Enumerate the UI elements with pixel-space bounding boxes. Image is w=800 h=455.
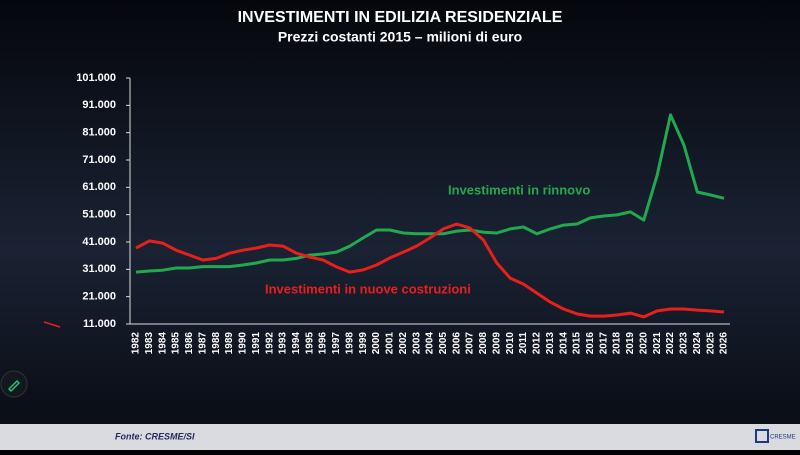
x-tick-label: 1995 — [304, 332, 315, 355]
x-tick-label: 2006 — [451, 332, 462, 355]
plot: 11.000 21.000 31.000 41.000 51.000 61.000 71.0… — [76, 72, 730, 354]
x-tick-label: 2004 — [425, 332, 436, 355]
x-tick-label: 1990 — [238, 332, 249, 355]
x-tick-label: 2003 — [411, 332, 422, 355]
x-tick-label: 2011 — [518, 332, 529, 354]
x-tick-label: 2008 — [478, 332, 489, 355]
x-tick-label: 2020 — [638, 332, 649, 355]
y-tick-label: 51.000 — [82, 209, 116, 221]
x-tick-label: 1992 — [264, 332, 275, 355]
series-line — [135, 222, 725, 319]
x-tick-label: 2005 — [438, 332, 449, 355]
x-tick-label: 1982 — [131, 332, 142, 355]
x-tick-label: 2007 — [465, 332, 476, 355]
logo-icon — [755, 429, 769, 443]
x-tick-label: 1991 — [251, 332, 262, 355]
series-line — [135, 113, 725, 274]
y-tick-label: 71.000 — [82, 154, 116, 166]
x-tick-label: 1988 — [211, 332, 222, 355]
series-label: Investimenti in rinnovo — [448, 182, 590, 197]
y-tick-label: 81.000 — [82, 127, 116, 139]
x-tick-label: 1986 — [184, 332, 195, 355]
x-tick-label: 2014 — [558, 332, 569, 355]
logo: CRESME — [770, 435, 796, 441]
x-tick-label: 2019 — [625, 332, 636, 355]
x-tick-label: 2022 — [665, 332, 676, 355]
x-tick-label: 2018 — [612, 332, 623, 355]
x-tick-label: 1983 — [144, 332, 155, 355]
y-tick-label: 61.000 — [82, 181, 116, 193]
x-tick-label: 1994 — [291, 332, 302, 355]
chart-title: INVESTIMENTI IN EDILIZIA RESIDENZIALE — [238, 9, 563, 26]
y-tick-label: 21.000 — [82, 291, 116, 303]
x-tick-label: 1985 — [171, 332, 182, 355]
x-tick-label: 1987 — [197, 332, 208, 355]
y-tick-label: 11.000 — [83, 318, 116, 330]
x-tick-label: 1996 — [318, 332, 329, 355]
x-tick-label: 2015 — [572, 332, 583, 355]
x-tick-label: 2023 — [679, 332, 690, 355]
x-tick-label: 1984 — [157, 332, 168, 355]
x-tick-label: 2009 — [491, 332, 502, 355]
source: Fonte: CRESME/SI — [115, 431, 195, 441]
x-tick-label: 2000 — [371, 332, 382, 355]
x-tick-label: 1997 — [331, 332, 342, 355]
y-tick-label: 91.000 — [82, 99, 116, 111]
x-tick-label: 1999 — [358, 332, 369, 355]
x-tick-label: 2012 — [532, 332, 543, 355]
footer-band — [0, 424, 800, 450]
x-tick-label: 2021 — [652, 332, 663, 355]
x-tick-label: 2002 — [398, 332, 409, 355]
pen-icon — [7, 379, 21, 393]
chart-subtitle: Prezzi costanti 2015 – milioni di euro — [278, 29, 522, 45]
x-tick-label: 2013 — [545, 332, 556, 355]
x-tick-label: 2024 — [692, 332, 703, 355]
x-tick-label: 2026 — [719, 332, 730, 355]
x-tick-label: 1989 — [224, 332, 235, 355]
x-tick-label: 2016 — [585, 332, 596, 355]
x-tick-label: 2017 — [598, 332, 609, 355]
x-tick-label: 1993 — [278, 332, 289, 355]
x-tick-label: 2025 — [705, 332, 716, 355]
decoration — [43, 321, 61, 328]
x-tick-label: 2001 — [385, 332, 396, 355]
series-label: Investimenti in nuove costruzioni — [265, 281, 471, 296]
x-tick-label: 1998 — [344, 332, 355, 355]
y-tick-label: 31.000 — [82, 263, 116, 275]
y-tick-label: 101.000 — [76, 72, 116, 84]
x-tick-label: 2010 — [505, 332, 516, 355]
y-tick-label: 41.000 — [82, 236, 116, 248]
